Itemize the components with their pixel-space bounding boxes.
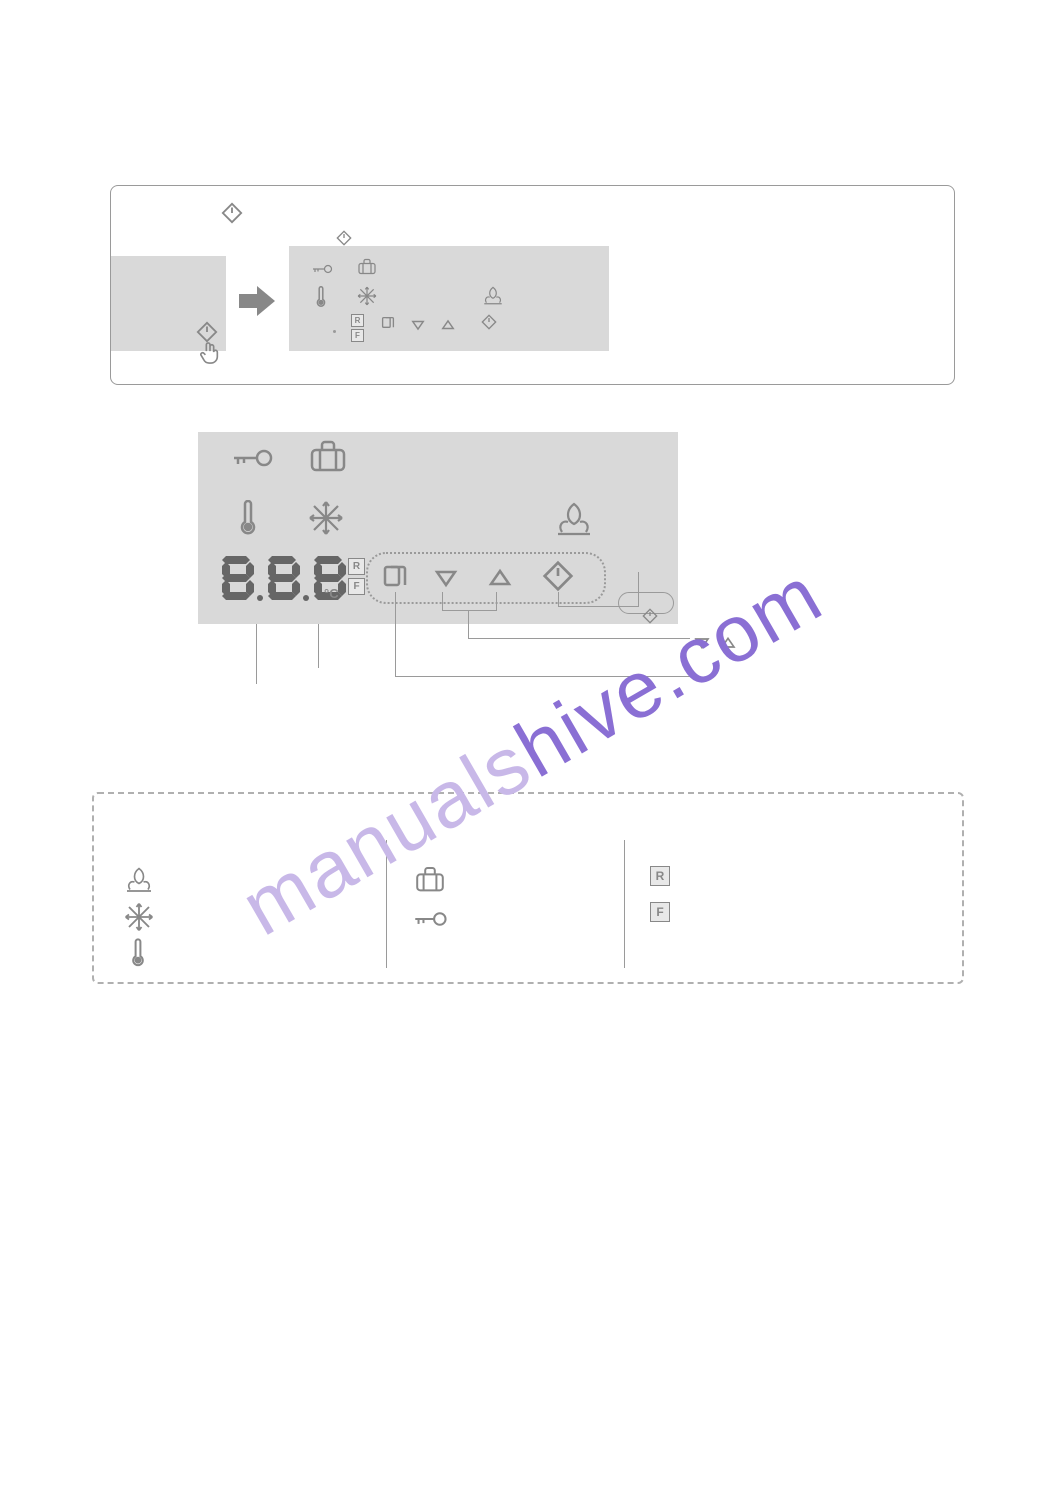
f-label: F — [348, 578, 365, 595]
thermometer-icon — [315, 286, 327, 308]
display-on-box — [289, 246, 609, 351]
celsius-label: °C — [324, 586, 339, 601]
rf-icon: R F — [348, 558, 365, 595]
leader-line — [468, 638, 690, 639]
key-icon — [311, 262, 333, 274]
snowflake-icon — [357, 286, 377, 306]
suitcase-icon — [357, 258, 377, 276]
r-label: R — [348, 558, 365, 575]
power-icon — [642, 608, 658, 624]
f-label: F — [650, 902, 670, 922]
leader-line — [558, 606, 638, 607]
leader-line — [558, 592, 559, 606]
eco-icon — [552, 498, 596, 538]
arrow-up-icon — [441, 318, 455, 330]
leader-line — [468, 610, 469, 638]
suitcase-icon — [308, 440, 348, 474]
leader-line — [442, 610, 497, 611]
arrow-down-icon — [411, 318, 425, 330]
snowflake-icon — [124, 902, 154, 932]
thermometer-icon — [238, 500, 258, 536]
power-icon — [221, 202, 243, 224]
zone-icon — [381, 316, 395, 330]
leader-line — [638, 572, 639, 607]
icon-legend-panel: R F — [92, 792, 964, 984]
arrow-down-icon[interactable] — [434, 568, 458, 588]
leader-line — [442, 592, 443, 610]
leader-line — [496, 592, 497, 610]
dot-icon — [333, 330, 336, 333]
r-label: R — [650, 866, 670, 886]
column-divider — [624, 840, 625, 968]
column-divider — [386, 840, 387, 968]
leader-line — [256, 624, 257, 684]
power-icon[interactable] — [542, 560, 574, 592]
f-label: F — [351, 329, 364, 342]
leader-line — [395, 676, 690, 677]
suitcase-icon — [414, 866, 446, 894]
power-icon — [336, 230, 352, 246]
eco-icon — [122, 864, 156, 894]
leader-line — [395, 592, 396, 676]
hand-icon — [199, 340, 221, 366]
power-on-sequence-panel: R F — [110, 185, 955, 385]
zone-icon[interactable] — [382, 564, 408, 590]
right-arrow-icon — [239, 286, 275, 316]
thermometer-icon — [130, 938, 146, 968]
display-detail-panel: °C R F — [198, 432, 678, 624]
snowflake-icon — [308, 500, 344, 536]
key-icon — [230, 448, 274, 468]
arrow-up-icon — [720, 636, 736, 650]
eco-icon — [481, 284, 505, 306]
arrow-up-icon[interactable] — [488, 568, 512, 588]
power-icon — [481, 314, 497, 330]
arrow-down-icon — [694, 636, 710, 650]
rf-icon: R F — [351, 314, 364, 342]
key-icon — [412, 910, 448, 928]
r-label: R — [351, 314, 364, 327]
leader-line — [318, 624, 319, 668]
